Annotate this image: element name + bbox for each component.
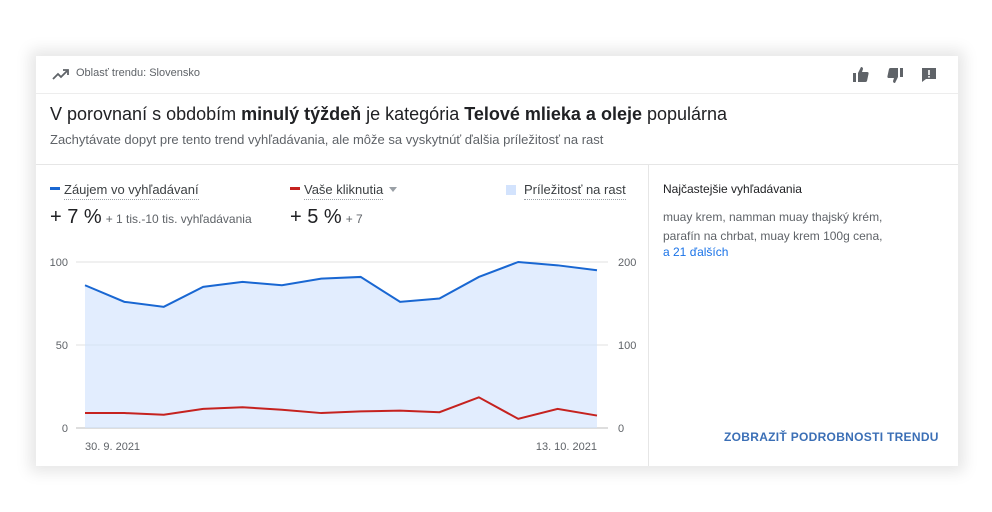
legend-clicks[interactable]: Vaše kliknutia [290, 182, 398, 200]
legend-interest: Záujem vo vyhľadávaní [50, 182, 199, 200]
legend-interest-label: Záujem vo vyhľadávaní [64, 182, 199, 200]
interest-change: + 7 % [50, 206, 102, 228]
legend-opportunity-label: Príležitosť na rast [524, 182, 626, 200]
top-searches-list: muay krem, namman muay thajský krém, par… [663, 208, 943, 246]
clicks-change: + 5 % [290, 206, 342, 228]
y-right-tick-label: 0 [618, 423, 624, 435]
y-left-tick-label: 0 [62, 423, 68, 435]
headline-category: Telové mlieka a oleje [464, 104, 642, 124]
headline-period: minulý týždeň [241, 104, 362, 124]
horizontal-divider [36, 164, 958, 165]
y-left-tick-label: 100 [50, 257, 68, 269]
more-searches-link[interactable]: a 21 ďalších [663, 245, 729, 259]
top-searches-title: Najčastejšie vyhľadávania [663, 182, 802, 196]
top-searches-line-2: parafín na chrbat, muay krem 100g cena, [663, 229, 883, 243]
interest-series-line [84, 260, 598, 308]
trend-area-label: Oblasť trendu: Slovensko [76, 67, 200, 79]
legend-clicks-swatch [290, 187, 300, 191]
page-subtitle: Zachytávate dopyt pre tento trend vyhľad… [50, 132, 604, 147]
headline-text-2: je kategória [361, 104, 465, 124]
y-right-tick-label: 200 [618, 257, 636, 269]
interest-volume: + 1 tis.-10 tis. vyhľadávania [105, 212, 252, 226]
opportunity-area [85, 262, 597, 428]
y-right-tick-label: 100 [618, 340, 636, 352]
thumb-down-icon[interactable] [885, 65, 905, 85]
legend-opportunity: Príležitosť na rast [506, 182, 626, 200]
interest-stat: + 7 % + 1 tis.-10 tis. vyhľadávania [50, 206, 252, 229]
vertical-divider [648, 165, 649, 466]
chevron-down-icon[interactable] [389, 187, 398, 193]
x-tick-label-end: 13. 10. 2021 [536, 441, 597, 453]
clicks-stat: + 5 % + 7 [290, 206, 363, 229]
headline-text-3: populárna [641, 104, 728, 124]
clicks-count: + 7 [345, 212, 363, 226]
headline-text-1: V porovnaní s obdobím [50, 104, 242, 124]
thumb-up-icon[interactable] [851, 65, 871, 85]
trend-chart: 100 200 50 100 0 0 30. 9. 2021 13. 10. 2021 [50, 257, 637, 453]
trending-up-icon [52, 66, 70, 82]
y-left-tick-label: 50 [56, 340, 68, 352]
clicks-series-line [85, 396, 598, 420]
card-topbar: Oblasť trendu: Slovensko [36, 56, 958, 94]
legend-opportunity-swatch [506, 184, 516, 195]
legend-clicks-label[interactable]: Vaše kliknutia [304, 182, 384, 200]
view-trend-details-button[interactable]: ZOBRAZIŤ PODROBNOSTI TRENDU [724, 430, 939, 444]
x-tick-label-start: 30. 9. 2021 [85, 441, 140, 453]
page-title: V porovnaní s obdobím minulý týždeň je k… [50, 104, 727, 125]
legend-interest-swatch [50, 187, 60, 191]
trend-card: Oblasť trendu: Slovensko V porovnaní s o… [36, 56, 958, 466]
top-searches-line-1: muay krem, namman muay thajský krém, [663, 210, 883, 224]
feedback-icon[interactable] [919, 65, 939, 85]
